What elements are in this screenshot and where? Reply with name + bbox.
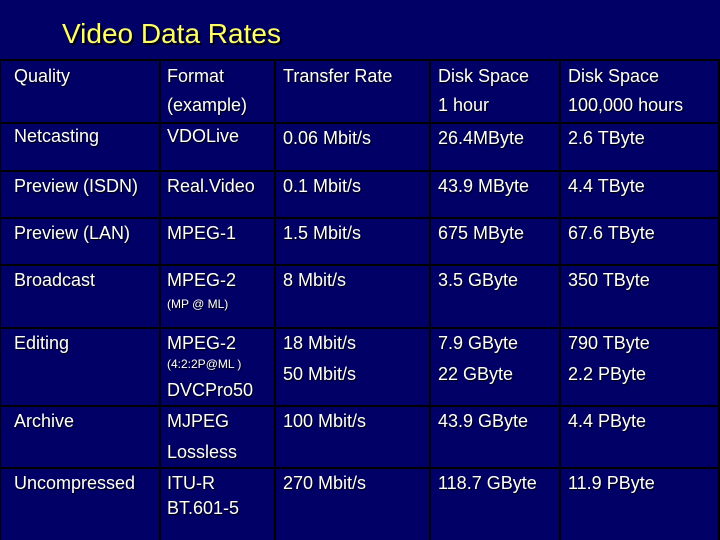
- table-cell-disk-1h: 26.4MByte: [438, 128, 525, 148]
- table-cell-quality: Uncompressed: [14, 473, 136, 493]
- table-cell-disk-1h: 43.9 MByte: [438, 176, 530, 196]
- table-cell-disk-100k: 350 TByte: [568, 270, 650, 290]
- table-cell-format: Real.Video: [167, 176, 255, 196]
- table-cell-disk-100k: 11.9 PByte: [568, 473, 655, 493]
- table-cell-format: VDOLive: [167, 126, 240, 146]
- table-cell-rate: 100 Mbit/s: [283, 411, 367, 431]
- table-cell-quality: Editing: [14, 333, 70, 353]
- table-cell-format: MPEG-1: [167, 223, 237, 243]
- table-cell-format-2: BT.601-5: [167, 498, 240, 518]
- table-cell-format: MJPEG: [167, 411, 230, 431]
- table-cell-disk-100k: 4.4 TByte: [568, 176, 645, 196]
- table-cell-disk-1h: 675 MByte: [438, 223, 525, 243]
- table-cell-disk-1h: 118.7 GByte: [438, 473, 537, 493]
- slide-title: Video Data Rates: [62, 18, 281, 49]
- table-cell-disk-100k-2: 2.2 PByte: [568, 364, 647, 384]
- table-cell-disk-1h-2: 22 GByte: [438, 364, 514, 384]
- table-cell-rate: 0.1 Mbit/s: [283, 176, 362, 196]
- table-cell-rate: 0.06 Mbit/s: [283, 128, 372, 148]
- table-cell-format-note: (MP @ ML): [167, 297, 229, 311]
- table-cell-format-2: DVCPro50: [167, 380, 254, 400]
- table-cell-format-note: (4:2:2P@ML ): [167, 357, 242, 371]
- table-cell-rate: 270 Mbit/s: [283, 473, 367, 493]
- table-cell-format: ITU-R: [167, 473, 215, 493]
- header-format-sub: (example): [167, 95, 248, 115]
- table-cell-format: MPEG-2: [167, 270, 237, 290]
- table-cell-disk-100k: 67.6 TByte: [568, 223, 655, 243]
- header-quality: Quality: [14, 66, 71, 86]
- table-cell-rate: 18 Mbit/s: [283, 333, 357, 353]
- table-cell-rate: 1.5 Mbit/s: [283, 223, 362, 243]
- header-transfer-rate: Transfer Rate: [283, 66, 393, 86]
- table-cell-quality: Preview (ISDN): [14, 176, 139, 196]
- table-cell-disk-1h: 43.9 GByte: [438, 411, 529, 431]
- table-cell-quality: Broadcast: [14, 270, 96, 290]
- table-cell-quality: Archive: [14, 411, 75, 431]
- table-cell-disk-100k: 2.6 TByte: [568, 128, 645, 148]
- table-cell-rate-2: 50 Mbit/s: [283, 364, 357, 384]
- table-cell-disk-1h: 7.9 GByte: [438, 333, 519, 353]
- table-cell-disk-100k: 790 TByte: [568, 333, 650, 353]
- header-disk-space-1h: Disk Space: [438, 66, 530, 86]
- table-cell-quality: Preview (LAN): [14, 223, 131, 243]
- table-cell-format: MPEG-2: [167, 333, 237, 353]
- table-cell-disk-1h: 3.5 GByte: [438, 270, 519, 290]
- table-cell-format-2: Lossless: [167, 442, 238, 462]
- table-cell-quality: Netcasting: [14, 126, 100, 146]
- header-disk-space-100k: Disk Space: [568, 66, 660, 86]
- header-disk-space-100k-sub: 100,000 hours: [568, 95, 684, 115]
- table-cell-rate: 8 Mbit/s: [283, 270, 347, 290]
- header-format: Format: [167, 66, 225, 86]
- table-cell-disk-100k: 4.4 PByte: [568, 411, 647, 431]
- header-disk-space-1h-sub: 1 hour: [438, 95, 490, 115]
